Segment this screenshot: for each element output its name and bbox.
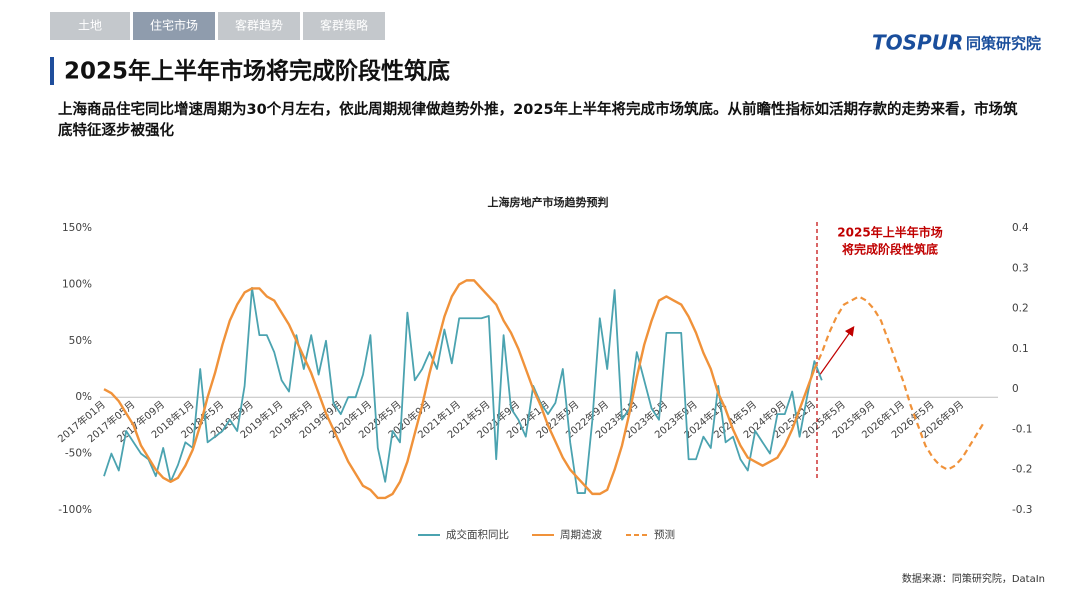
chart-title: 上海房地产市场趋势预判 [488,195,609,209]
annotation: 2025年上半年市场 [837,225,942,240]
series-line [103,286,823,494]
y-tick-label: -50% [65,448,92,460]
y-tick-label: 150% [62,222,92,234]
series-line [813,295,986,471]
y2-tick-label: 0.4 [1012,222,1029,234]
y2-tick-label: 0.3 [1012,262,1029,274]
y2-tick-label: 0.2 [1012,303,1029,315]
tab-active[interactable] [133,12,215,40]
tab-label[interactable]: 客群策略 [320,18,368,33]
y2-tick-label: 0.1 [1012,343,1029,355]
legend-label: 成交面积同比 [446,528,509,541]
title-bar [50,57,54,85]
logo-brand: TOSPUR [872,31,963,55]
tab-label[interactable]: 客群趋势 [235,18,283,33]
tab[interactable] [218,12,300,40]
trend-arrow [818,326,855,377]
tab[interactable] [50,12,130,40]
tab-label[interactable]: 土地 [78,19,102,33]
annotation: 将完成阶段性筑底 [842,242,938,257]
y-tick-label: -100% [58,504,92,516]
page-title: 2025年上半年市场将完成阶段性筑底 [64,58,450,85]
y2-tick-label: -0.2 [1012,464,1033,476]
y-tick-label: 100% [62,278,92,290]
y-tick-label: 0% [75,391,92,403]
source: 数据来源：同策研究院，DataIn [902,572,1045,585]
series-line [103,279,816,500]
tab-label[interactable]: 住宅市场 [150,18,198,33]
y2-tick-label: -0.3 [1012,504,1033,516]
logo-name: 同策研究院 [966,35,1041,53]
legend-label: 预测 [654,528,675,541]
tab[interactable] [303,12,385,40]
y2-tick-label: 0 [1012,383,1019,395]
legend-label: 周期滤波 [560,528,602,541]
y-tick-label: 50% [69,335,92,347]
y2-tick-label: -0.1 [1012,423,1033,435]
subtitle: 上海商品住宅同比增速周期为30个月左右，依此周期规律做趋势外推，2025年上半年… [58,102,1018,139]
